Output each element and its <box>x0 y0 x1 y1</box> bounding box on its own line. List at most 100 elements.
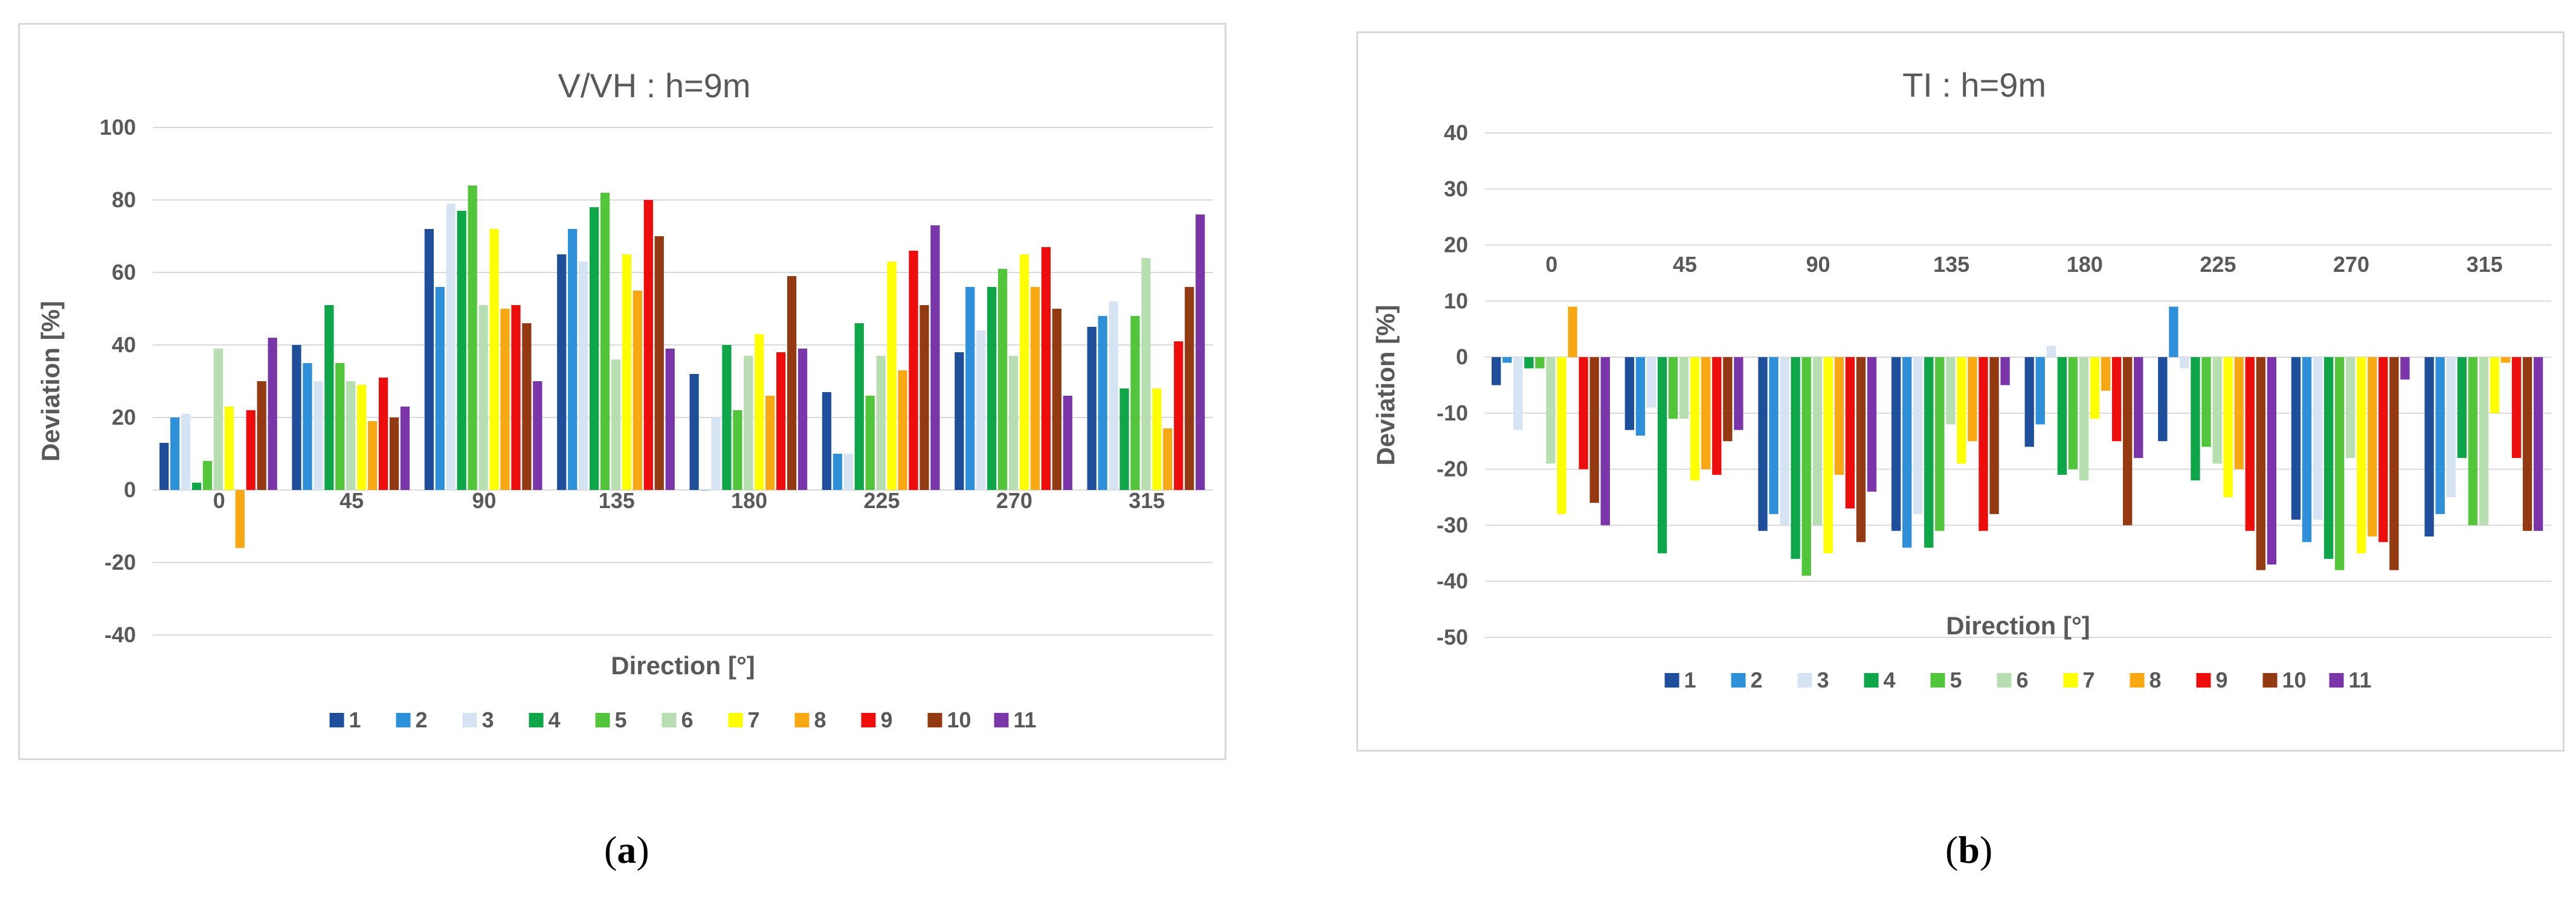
chart1-bar-cat225-series3 <box>843 454 853 490</box>
chart2-y-tick-label: -40 <box>1437 569 1468 593</box>
chart2-x-tick-label: 180 <box>2067 252 2103 277</box>
chart2-bar-cat45-series2 <box>1635 357 1646 436</box>
chart1-legend-swatch-4 <box>529 713 544 727</box>
chart2-bar-cat0-series10 <box>1589 357 1599 503</box>
chart1-legend-label-2: 2 <box>416 707 428 732</box>
chart1-bar-cat90-series8 <box>500 309 510 490</box>
chart1-legend-label-6: 6 <box>681 707 694 732</box>
chart2-bar-cat45-series7 <box>1690 357 1700 481</box>
chart1-legend-swatch-2 <box>396 713 411 727</box>
chart1-bar-cat225-series11 <box>930 225 940 490</box>
chart1-bar-cat225-series9 <box>909 251 918 490</box>
chart1-legend-swatch-3 <box>462 713 477 727</box>
chart1-bar-cat135-series8 <box>633 291 642 490</box>
chart1-bar-cat135-series5 <box>600 193 610 490</box>
chart1-bar-cat225-series7 <box>887 262 897 490</box>
chart2-y-tick-label: 30 <box>1444 176 1468 201</box>
chart1-bar-cat0-series7 <box>224 407 234 490</box>
chart1-bar-cat180-series7 <box>755 334 764 490</box>
chart2-bar-cat180-series1 <box>2024 357 2034 447</box>
chart2-bar-cat270-series2 <box>2302 357 2312 543</box>
chart1-legend-swatch-9 <box>861 713 876 727</box>
chart2-bar-cat90-series5 <box>1802 357 1811 576</box>
chart1-bar-cat90-series5 <box>468 185 477 490</box>
chart2-bar-cat0-series2 <box>1502 357 1512 363</box>
chart2-y-tick-label: -50 <box>1437 625 1468 649</box>
chart1-x-tick-label: 180 <box>731 488 767 513</box>
chart2-legend-label-9: 9 <box>2216 668 2228 692</box>
chart2-legend-swatch-9 <box>2196 673 2211 688</box>
chart2-bar-cat270-series5 <box>2334 357 2345 570</box>
chart2-bar-cat45-series3 <box>1646 357 1657 408</box>
chart2-bar-cat225-series2 <box>2169 306 2178 358</box>
chart1-bar-cat315-series4 <box>1119 388 1129 490</box>
chart2-bar-cat180-series6 <box>2079 357 2089 481</box>
chart2-bar-cat225-series8 <box>2234 357 2244 469</box>
chart2-bar-cat135-series6 <box>1946 357 1956 425</box>
chart2-bar-cat45-series10 <box>1723 357 1733 442</box>
chart1-legend-label-5: 5 <box>615 707 627 732</box>
chart2-bar-cat90-series8 <box>1834 357 1844 475</box>
chart2-bar-cat315-series9 <box>2511 357 2522 459</box>
chart2-bar-cat135-series11 <box>2000 357 2010 385</box>
chart1-bar-cat135-series9 <box>643 200 653 490</box>
chart1-x-tick-label: 315 <box>1129 488 1165 513</box>
chart2-bar-cat90-series3 <box>1780 357 1789 526</box>
chart2-bar-cat315-series6 <box>2479 357 2488 526</box>
chart1-bar-cat90-series7 <box>489 229 499 490</box>
subcaption-b: (b) <box>1945 828 1993 871</box>
chart2-legend-swatch-5 <box>1930 673 1945 688</box>
chart2-bar-cat270-series1 <box>2291 357 2301 520</box>
chart1-bar-cat45-series8 <box>367 421 378 490</box>
chart1-bar-cat225-series4 <box>854 323 864 490</box>
chart2-legend-swatch-8 <box>2130 673 2145 688</box>
chart2-bar-cat180-series2 <box>2035 357 2045 425</box>
chart1-bar-cat45-series6 <box>346 381 356 490</box>
chart1-y-axis-label: Deviation [%] <box>36 301 65 462</box>
chart2-bar-cat180-series7 <box>2090 357 2100 419</box>
chart2-bar-cat135-series10 <box>1989 357 1999 514</box>
subcaption-a-letter: a <box>617 828 637 871</box>
chart2-bar-cat0-series1 <box>1492 357 1501 385</box>
chart2-bar-cat0-series9 <box>1579 357 1588 469</box>
chart1-bar-cat270-series1 <box>955 352 964 490</box>
chart2-x-tick-label: 90 <box>1806 252 1831 277</box>
chart1-x-tick-label: 270 <box>996 488 1032 513</box>
chart1-bar-cat315-series2 <box>1098 316 1107 490</box>
chart2-bar-cat180-series3 <box>2046 346 2056 358</box>
chart1-bar-cat270-series5 <box>998 269 1008 490</box>
chart1-legend-label-7: 7 <box>748 707 760 732</box>
chart1-bar-cat45-series7 <box>357 385 367 490</box>
chart1-bar-cat135-series3 <box>578 262 588 490</box>
chart2-legend-label-10: 10 <box>2282 668 2307 692</box>
chart1-y-tick-label: 80 <box>112 187 136 212</box>
chart2-bar-cat0-series11 <box>1600 357 1610 526</box>
chart1-bar-cat45-series9 <box>378 378 388 490</box>
chart-panel-a: V/VH : h=9m -40 -20 0 20 40 60 80 100 Deviation [… <box>18 23 1226 760</box>
chart1-bar-cat270-series9 <box>1041 247 1051 490</box>
chart2-legend-label-4: 4 <box>1884 668 1896 692</box>
chart2-y-tick-label: 20 <box>1444 233 1468 257</box>
chart2-bar-cat225-series10 <box>2256 357 2265 570</box>
chart2-bar-cat270-series4 <box>2323 357 2334 559</box>
chart1-bar-cat225-series10 <box>919 305 929 490</box>
chart2-bar-cat90-series11 <box>1867 357 1877 492</box>
chart1-legend-swatch-1 <box>329 713 344 727</box>
chart2-y-tick-label: -10 <box>1437 401 1468 425</box>
chart2-x-axis-label: Direction [°] <box>1946 611 2090 640</box>
chart2-bar-cat45-series9 <box>1712 357 1722 475</box>
chart1-bar-cat135-series1 <box>557 254 567 490</box>
chart2-bar-cat0-series7 <box>1557 357 1567 514</box>
chart1-bar-cat90-series9 <box>511 305 521 490</box>
chart2-legend-label-2: 2 <box>1751 668 1763 692</box>
chart2-x-tick-label: 225 <box>2200 252 2236 277</box>
chart1-bar-cat45-series1 <box>292 345 301 490</box>
chart1-bar-cat180-series9 <box>776 352 786 490</box>
chart2-bar-cat180-series5 <box>2068 357 2078 469</box>
chart2-bar-cat270-series7 <box>2357 357 2366 553</box>
chart1-bar-cat45-series10 <box>389 417 399 490</box>
chart2-legend-swatch-10 <box>2262 673 2278 688</box>
chart1-y-tick-label: -20 <box>105 550 136 575</box>
chart1-legend-label-8: 8 <box>814 707 826 732</box>
